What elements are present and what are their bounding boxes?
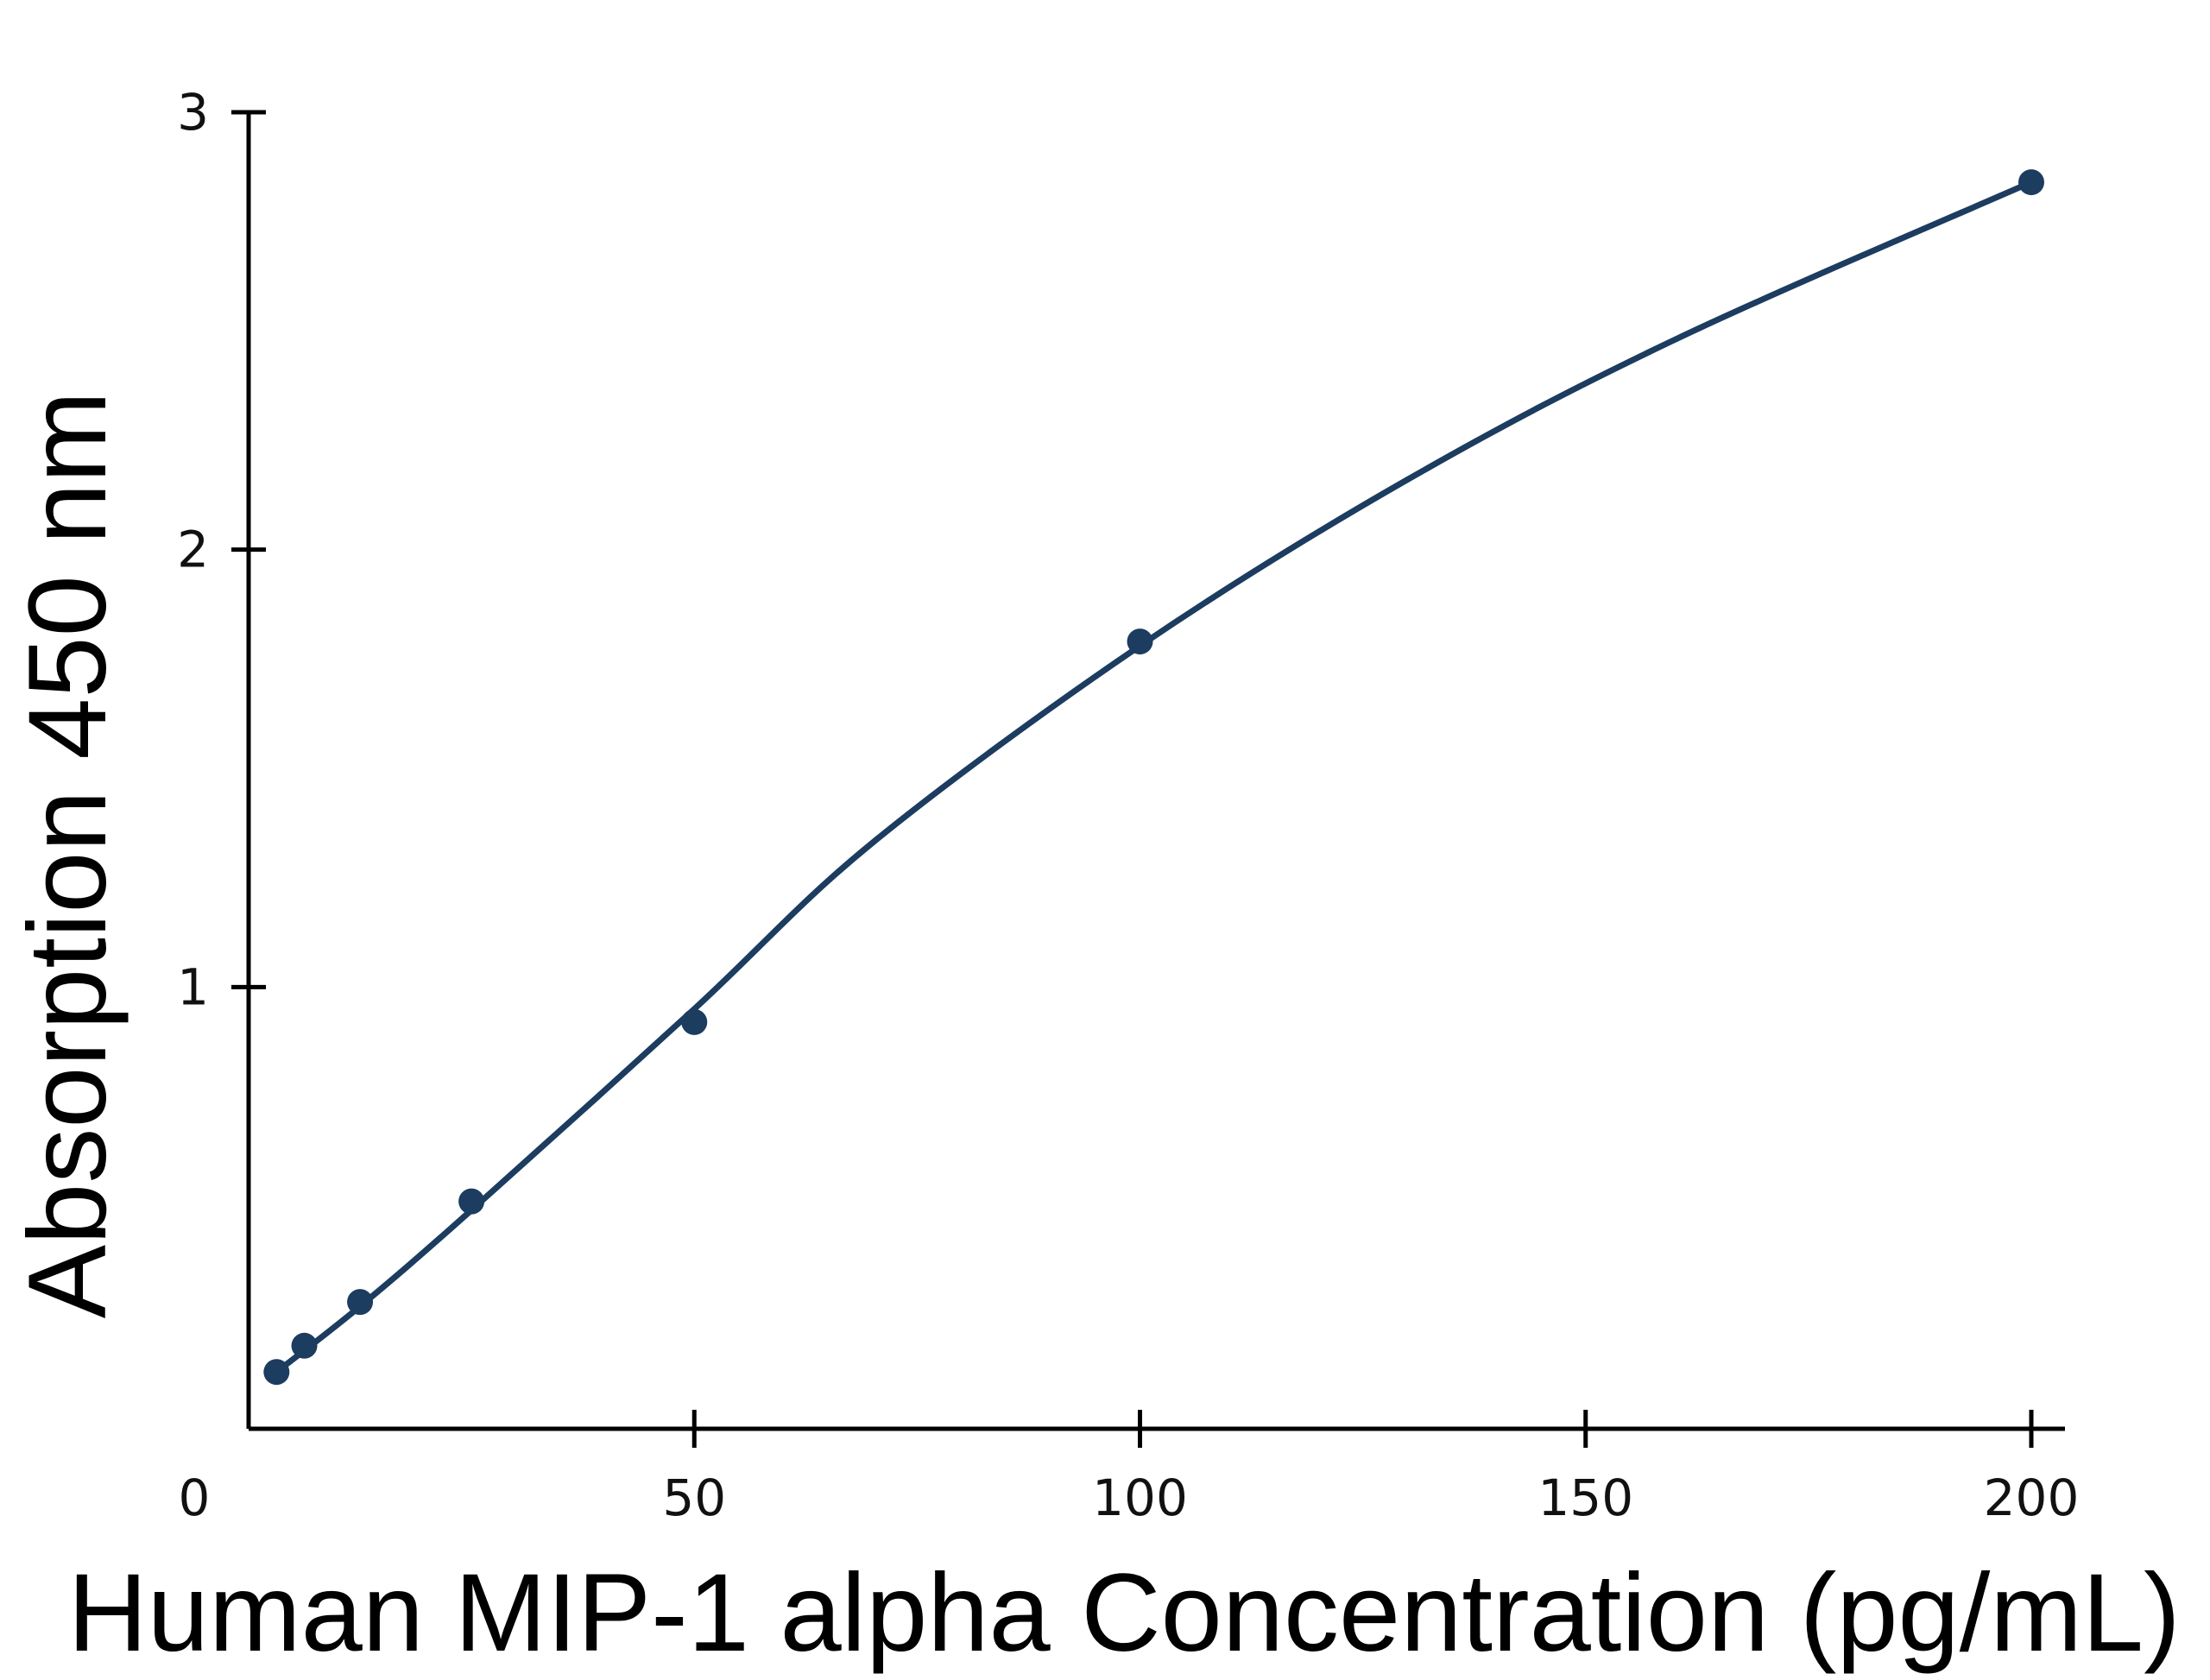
data-point <box>347 1289 374 1316</box>
data-point <box>291 1332 318 1359</box>
data-point <box>458 1188 485 1215</box>
x-tick-label: 50 <box>662 1468 726 1527</box>
x-axis-title: Human MIP-1 alpha Concentration (pg/mL) <box>67 1551 2180 1675</box>
fit-curve <box>273 179 2035 1375</box>
y-tick-label: 2 <box>177 521 209 579</box>
x-tick-label: 100 <box>1092 1468 1188 1527</box>
data-point <box>263 1359 290 1386</box>
data-point <box>681 1008 708 1035</box>
y-tick-label: 1 <box>177 957 209 1016</box>
y-tick-label: 3 <box>177 83 209 142</box>
x-tick-label: 0 <box>179 1468 211 1527</box>
data-point <box>2018 169 2044 196</box>
data-point <box>1127 628 1153 655</box>
y-ticks: 1 2 3 <box>177 83 266 1016</box>
axes <box>246 112 2065 1431</box>
x-tick-label: 200 <box>1984 1468 2080 1527</box>
x-tick-label: 150 <box>1538 1468 1633 1527</box>
y-axis-title: Absorption 450 nm <box>6 391 129 1318</box>
data-points <box>263 169 2044 1386</box>
x-ticks: 0 50 100 150 200 <box>179 1410 2080 1527</box>
